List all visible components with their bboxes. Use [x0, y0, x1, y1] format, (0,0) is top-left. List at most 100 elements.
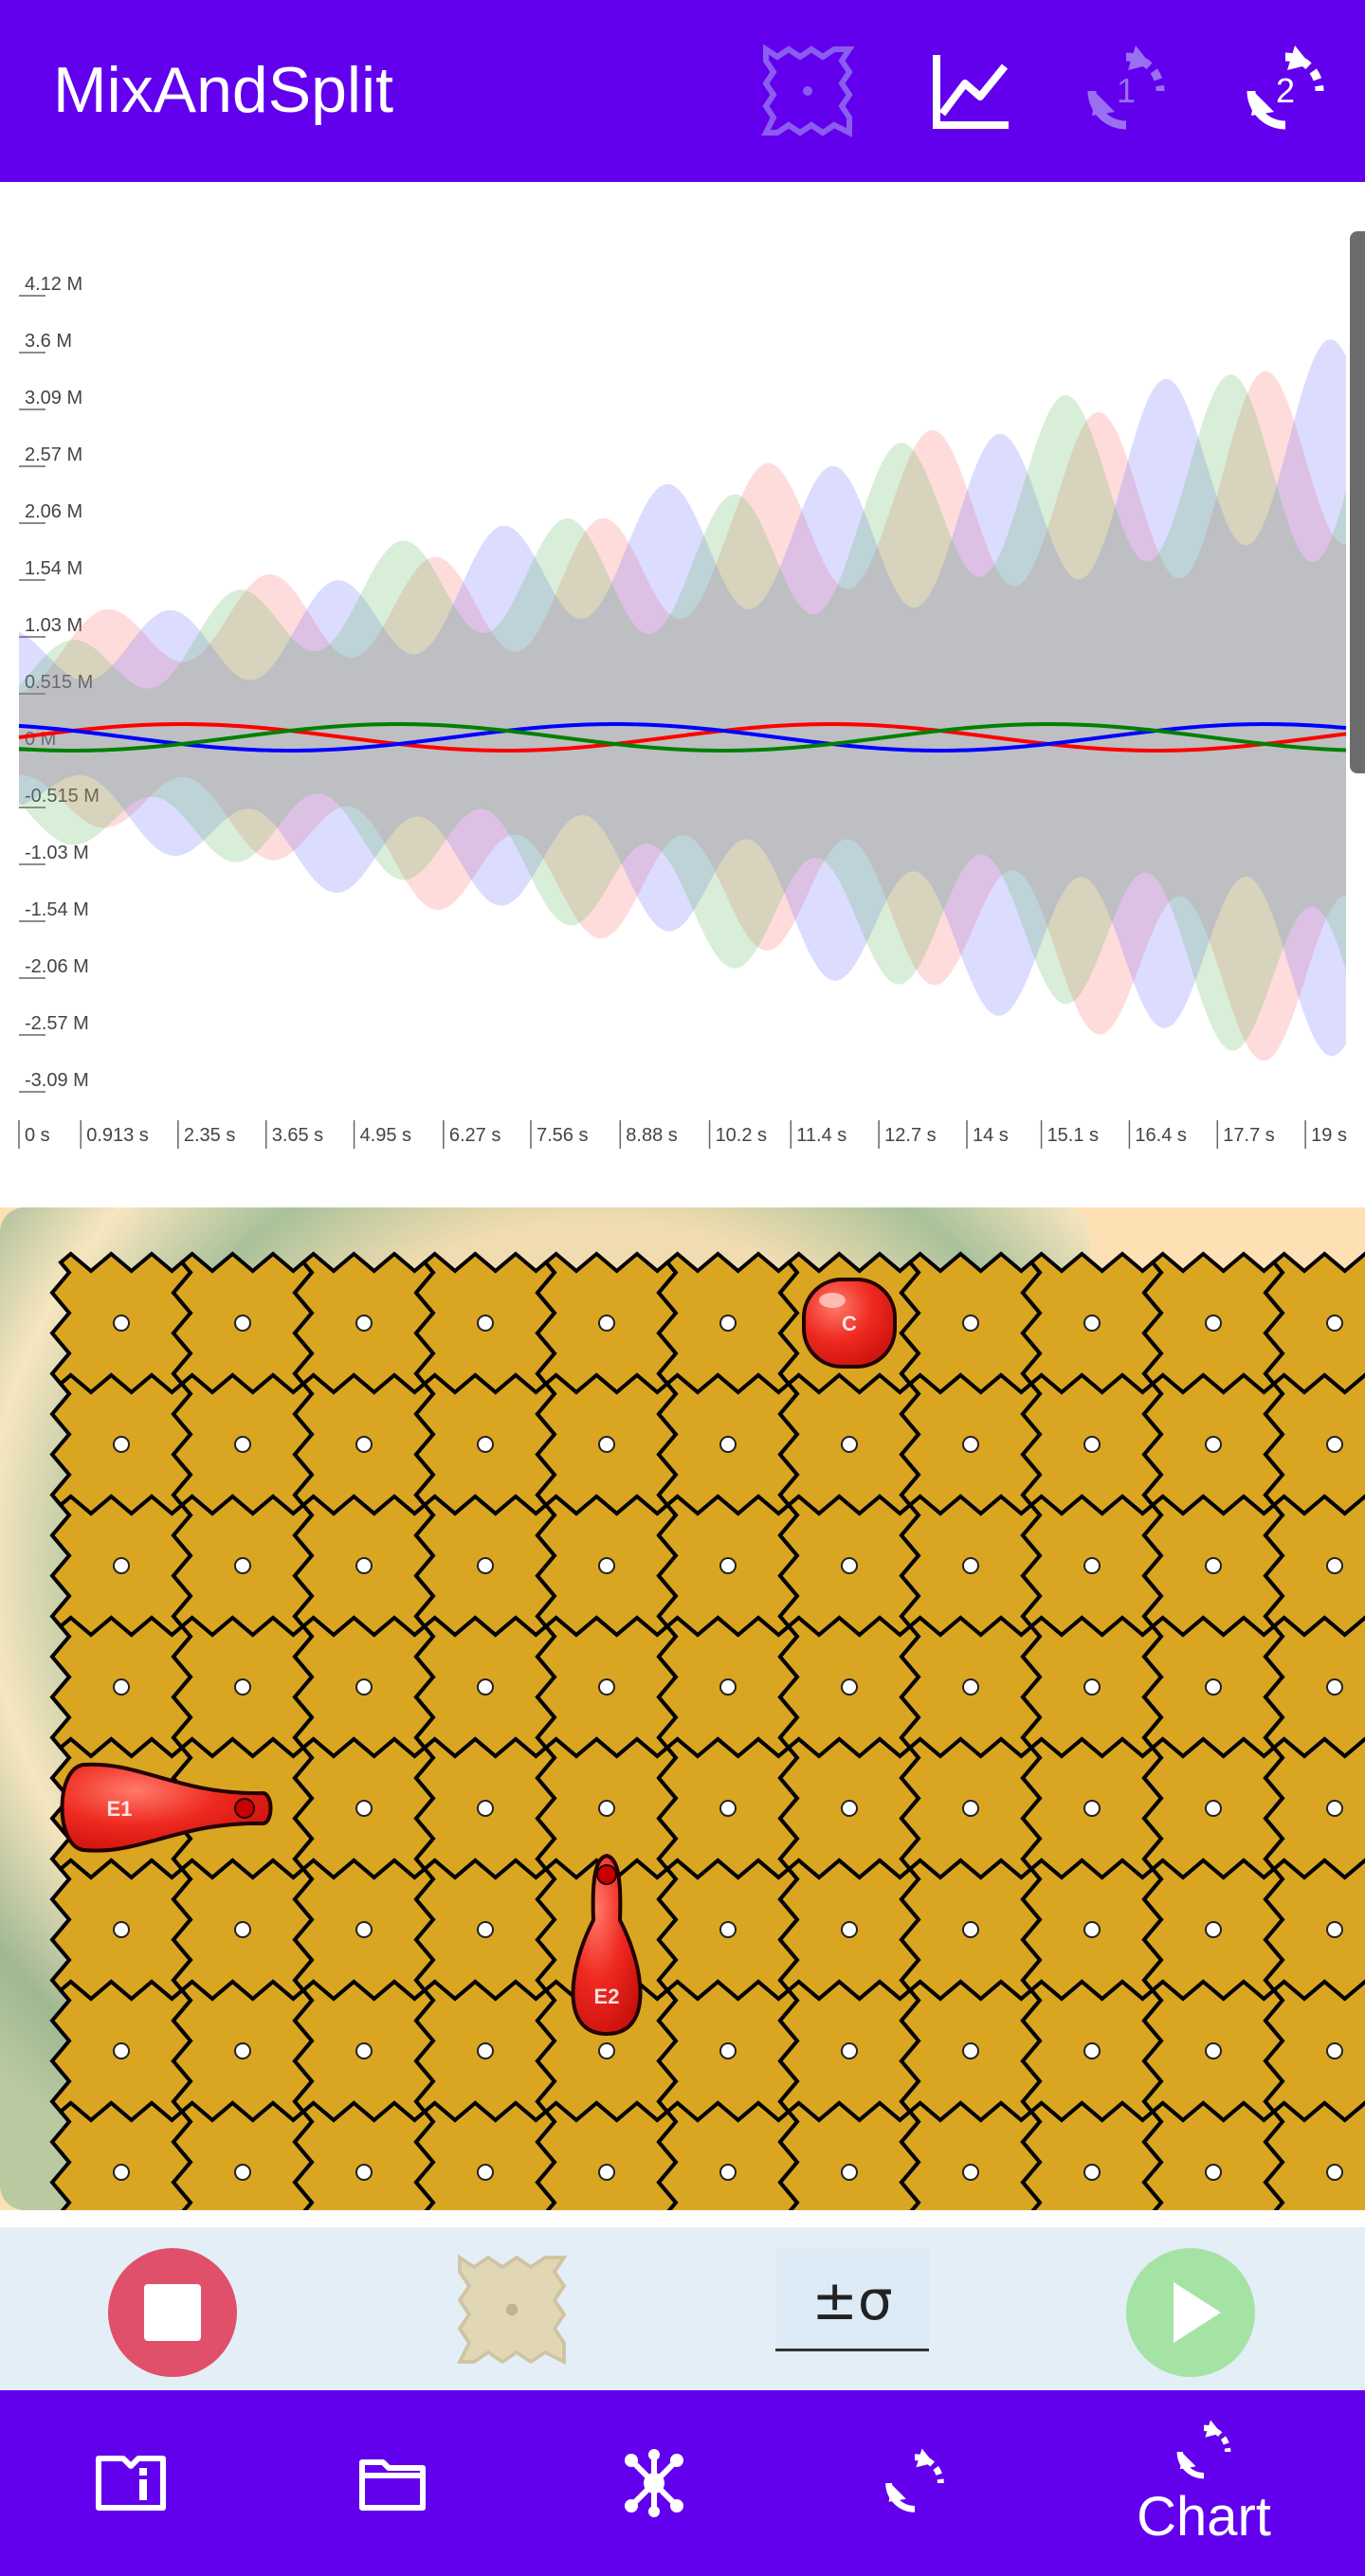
- y-tick-label: 1.03 M: [25, 615, 82, 636]
- electrode-pin: [477, 1678, 494, 1696]
- x-tick-label: 6.27 s: [449, 1125, 500, 1146]
- series-0-line: [18, 722, 1347, 753]
- electrode-pin: [719, 2164, 737, 2181]
- electrode-cell[interactable]: [656, 2100, 800, 2210]
- electrode-cell[interactable]: [1020, 2100, 1164, 2210]
- electrode-cell[interactable]: [292, 2100, 436, 2210]
- electrode-pin: [355, 1921, 373, 1938]
- series-0-band: [19, 371, 1346, 1061]
- electrode-cell[interactable]: [1263, 1858, 1365, 2002]
- electrode-cell[interactable]: [1263, 1372, 1365, 1516]
- electrode-cell[interactable]: [1263, 2100, 1365, 2210]
- electrode-pin: [477, 1921, 494, 1938]
- electrode-pin: [113, 2042, 130, 2059]
- electrode-pin: [1205, 2042, 1222, 2059]
- rotate-chart-icon: [1176, 2419, 1231, 2478]
- y-tick-label: 1.54 M: [25, 558, 82, 579]
- electrode-pin: [355, 1557, 373, 1574]
- droplet-c[interactable]: C: [802, 1278, 897, 1369]
- electrode-cell[interactable]: [1263, 1494, 1365, 1638]
- electrode-pin: [598, 1800, 615, 1817]
- electrode-pin: [355, 1800, 373, 1817]
- nav-chart[interactable]: Chart: [1119, 2390, 1289, 2576]
- x-tick-label: 3.65 s: [272, 1125, 323, 1146]
- electrode-grid[interactable]: C E1 E2: [0, 1207, 1365, 2210]
- electrode-pin: [962, 1315, 979, 1332]
- nav-graph[interactable]: [597, 2390, 711, 2576]
- electrode-pin: [598, 1678, 615, 1696]
- electrode-pin: [598, 1557, 615, 1574]
- nav-info[interactable]: [76, 2390, 186, 2576]
- x-tick-label: 8.88 s: [626, 1125, 677, 1146]
- electrode-cell[interactable]: [777, 2100, 921, 2210]
- electrode-cell[interactable]: [1263, 1251, 1365, 1395]
- electrode-cell[interactable]: [1263, 1979, 1365, 2123]
- chart-button[interactable]: [918, 38, 1024, 144]
- electrode-pin: [1083, 1921, 1101, 1938]
- y-tick-label: -0.515 M: [25, 786, 100, 807]
- series-2-line: [18, 722, 1347, 753]
- x-tick-label: 2.35 s: [184, 1125, 235, 1146]
- droplet-e2[interactable]: E2: [571, 1853, 643, 2037]
- chart-scrollbar[interactable]: [1350, 231, 1365, 773]
- y-tick-label: 3.6 M: [25, 331, 72, 352]
- droplet-e1[interactable]: E1: [60, 1762, 273, 1853]
- x-tick-label: 7.56 s: [537, 1125, 588, 1146]
- electrode-pin: [477, 2042, 494, 2059]
- x-tick-label: 0.913 s: [86, 1125, 149, 1146]
- electrode-cell[interactable]: [535, 2100, 679, 2210]
- area-chart[interactable]: 4.12 M 3.6 M 3.09 M 2.57 M 2.06 M 1.54 M 1.03 …: [0, 182, 1365, 1187]
- rotate-1-button[interactable]: 1: [1073, 38, 1179, 144]
- electrode-pin: [477, 1557, 494, 1574]
- electrode-pin: [841, 2042, 858, 2059]
- electrode-pin: [841, 2164, 858, 2181]
- electrode-cell[interactable]: [49, 2100, 193, 2210]
- sigma-button[interactable]: ±σ: [775, 2248, 929, 2352]
- electrode-pin: [113, 1557, 130, 1574]
- y-tick-label: -1.03 M: [25, 843, 89, 863]
- electrode-cell[interactable]: [1263, 1615, 1365, 1759]
- rotate-2-badge: 2: [1276, 71, 1295, 110]
- electrode-pin: [355, 2042, 373, 2059]
- electrode-pin: [234, 1678, 251, 1696]
- nav-files[interactable]: [336, 2390, 449, 2576]
- electrode-cell[interactable]: [1263, 1736, 1365, 1880]
- electrode-pin: [1083, 1678, 1101, 1696]
- electrode-pin: [841, 1800, 858, 1817]
- app-title: MixAndSplit: [53, 54, 394, 126]
- rotate-1-badge: 1: [1117, 71, 1136, 110]
- x-tick-label: 10.2 s: [716, 1125, 767, 1146]
- chart-panel[interactable]: 4.12 M 3.6 M 3.09 M 2.57 M 2.06 M 1.54 M 1.03 …: [0, 182, 1365, 1187]
- chart-line-icon: [933, 55, 1009, 129]
- electrode-pin: [962, 1557, 979, 1574]
- electrode-board[interactable]: C E1 E2: [0, 1207, 1365, 2210]
- play-button[interactable]: [1124, 2246, 1257, 2379]
- electrode-pin: [962, 1678, 979, 1696]
- electrode-pin: [1083, 1315, 1101, 1332]
- rotate-2-button[interactable]: 2: [1232, 38, 1338, 144]
- bottom-navigation: Chart: [0, 2390, 1365, 2576]
- droplet-e2-label: E2: [594, 1985, 620, 2008]
- electrode-cell[interactable]: [171, 2100, 315, 2210]
- electrode-icon: [456, 2254, 568, 2366]
- electrode-button[interactable]: [446, 2248, 578, 2371]
- network-icon: [625, 2449, 683, 2517]
- x-tick-label: 12.7 s: [884, 1125, 936, 1146]
- electrode-cell[interactable]: [899, 2100, 1043, 2210]
- electrode-pin: [841, 1557, 858, 1574]
- electrode-pin: [1083, 2042, 1101, 2059]
- nav-chart-label: Chart: [1137, 2485, 1271, 2548]
- electrode-cell[interactable]: [413, 2100, 557, 2210]
- x-tick-label: 14 s: [973, 1125, 1009, 1146]
- nav-rotate[interactable]: [858, 2390, 972, 2576]
- y-tick-label: -2.57 M: [25, 1013, 89, 1034]
- electrode-pin: [598, 2042, 615, 2059]
- electrode-pin: [113, 2164, 130, 2181]
- y-tick-label: 2.57 M: [25, 444, 82, 465]
- electrode-pin: [234, 1315, 251, 1332]
- y-tick-label: -2.06 M: [25, 956, 89, 977]
- electrode-button[interactable]: [755, 38, 861, 144]
- electrode-cell[interactable]: [1141, 2100, 1285, 2210]
- electrode-pin: [1326, 1557, 1343, 1574]
- stop-button[interactable]: [106, 2246, 239, 2379]
